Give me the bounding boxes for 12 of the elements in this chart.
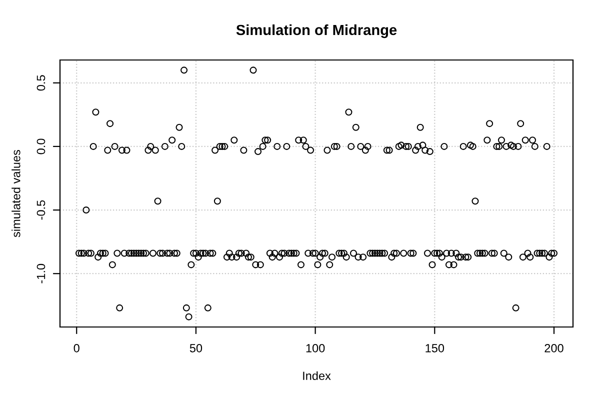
x-tick-label: 0 (74, 344, 80, 352)
y-axis-title: simulated values (12, 150, 20, 238)
chart-title: Simulation of Midrange (236, 24, 397, 38)
x-tick-label: 50 (190, 344, 202, 352)
x-axis-title: Index (303, 371, 331, 380)
y-tick-label: 0.0 (36, 138, 46, 154)
y-tick-label: -1.0 (36, 264, 46, 284)
x-tick-label: 150 (426, 344, 444, 352)
x-tick-label: 200 (544, 344, 564, 352)
x-tick-label: 100 (306, 344, 325, 352)
y-tick-label: 0.5 (36, 75, 46, 91)
y-tick-label: -0.5 (36, 200, 46, 220)
